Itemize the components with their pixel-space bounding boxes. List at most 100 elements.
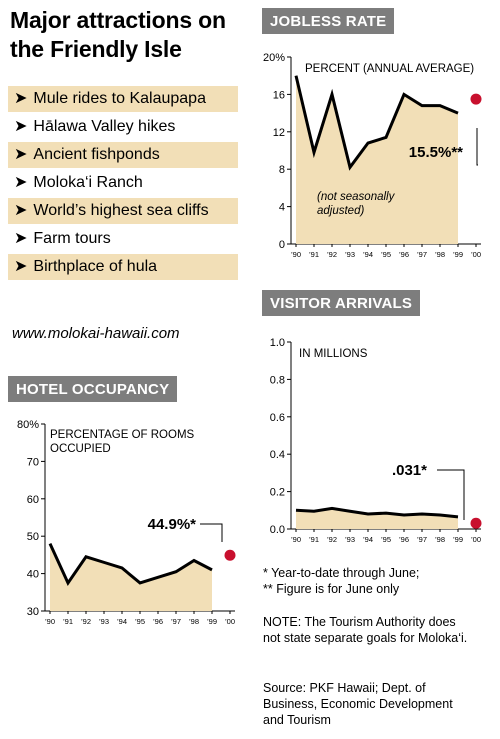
- x-tick-label: ’93: [345, 535, 355, 544]
- x-tick-label: ’99: [453, 250, 463, 259]
- x-tick-label: ’92: [327, 250, 337, 259]
- arrow-icon: ➤: [14, 258, 28, 275]
- arrow-icon: ➤: [14, 118, 28, 135]
- list-item: ➤ Birthplace of hula: [8, 254, 238, 280]
- y-tick-label: 40: [27, 569, 39, 581]
- y-tick-label: 16: [273, 89, 285, 101]
- footnote-2: ** Figure is for June only: [263, 582, 400, 596]
- hotel-section-title: HOTEL OCCUPANCY: [8, 376, 178, 402]
- highlight-label: 15.5%**: [409, 144, 463, 161]
- x-tick-label: ’96: [399, 535, 409, 544]
- x-tick-label: ’92: [81, 617, 91, 626]
- arrow-icon: ➤: [14, 174, 28, 191]
- visitors-section-title: VISITOR ARRIVALS: [262, 290, 421, 316]
- x-tick-label: ’95: [135, 617, 145, 626]
- highlight-leader-line: [476, 128, 478, 166]
- chart-subtitle: PERCENT (ANNUAL AVERAGE): [305, 63, 474, 75]
- y-tick-label: 0.0: [270, 524, 285, 536]
- attraction-label: World’s highest sea cliffs: [33, 202, 209, 219]
- attraction-label: Moloka‘i Ranch: [33, 174, 143, 191]
- arrow-icon: ➤: [14, 146, 28, 163]
- x-tick-label: ’96: [399, 250, 409, 259]
- main-title: Major attractions on the Friendly Isle: [10, 7, 226, 62]
- y-tick-label: 1.0: [270, 337, 285, 349]
- highlight-label: 44.9%*: [148, 516, 197, 533]
- x-tick-label: ’97: [417, 250, 427, 259]
- arrow-icon: ➤: [14, 202, 28, 219]
- x-tick-label: ’00: [471, 250, 481, 259]
- highlight-leader-line: [437, 469, 465, 520]
- x-tick-label: ’91: [309, 535, 319, 544]
- y-tick-label: 4: [279, 202, 285, 214]
- y-tick-label: 0.8: [270, 374, 285, 386]
- x-tick-label: ’95: [381, 535, 391, 544]
- x-tick-label: ’98: [435, 535, 445, 544]
- y-tick-label: 0.6: [270, 412, 285, 424]
- series-line: [48, 543, 213, 586]
- x-tick-label: ’97: [417, 535, 427, 544]
- list-item: ➤ World’s highest sea cliffs: [8, 198, 238, 224]
- y-tick-label: 60: [27, 494, 39, 506]
- x-tick-label: ’90: [45, 617, 55, 626]
- x-tick-label: ’94: [117, 617, 127, 626]
- x-tick-label: ’90: [291, 250, 301, 259]
- jobless-section-title: JOBLESS RATE: [262, 8, 395, 34]
- x-tick-label: ’95: [381, 250, 391, 259]
- x-tick-label: ’92: [327, 535, 337, 544]
- x-tick-label: ’00: [225, 617, 235, 626]
- y-tick-label: 80%: [17, 419, 39, 431]
- y-tick-label: 50: [27, 531, 39, 543]
- x-tick-label: ’94: [363, 250, 373, 259]
- series-line: [295, 506, 459, 519]
- x-tick-label: ’00: [471, 535, 481, 544]
- y-tick-label: 12: [273, 127, 285, 139]
- x-tick-label: ’93: [99, 617, 109, 626]
- x-tick-label: ’90: [291, 535, 301, 544]
- attraction-label: Birthplace of hula: [33, 258, 158, 275]
- attraction-label: Hālawa Valley hikes: [33, 118, 176, 135]
- attraction-label: Farm tours: [33, 230, 111, 247]
- x-tick-label: ’93: [345, 250, 355, 259]
- list-item: ➤ Farm tours: [8, 226, 238, 252]
- footnote-1: * Year-to-date through June;: [263, 566, 420, 580]
- y-tick-label: 0.2: [270, 487, 285, 499]
- note-text: NOTE: The Tourism Authority does not sta…: [263, 615, 468, 645]
- series-area: [296, 508, 458, 529]
- series-line: [294, 75, 459, 171]
- y-tick-label: 70: [27, 456, 39, 468]
- hotel-occupancy-chart: 30 40 50 60 70 80% ’90 ’91 ’92 ’93 ’94 ’95 ’96 ’97 ’98…: [17, 419, 236, 626]
- x-tick-label: ’96: [153, 617, 163, 626]
- list-item: ➤ Moloka‘i Ranch: [8, 170, 238, 196]
- attraction-label: Mule rides to Kalaupapa: [33, 90, 206, 107]
- x-tick-label: ’98: [435, 250, 445, 259]
- y-tick-label: 0.4: [270, 449, 285, 461]
- visitor-arrivals-chart: 0.0 0.2 0.4 0.6 0.8 1.0 ’90 ’91 ’92 ’93 ’94 ’95 ’96 ’…: [270, 337, 482, 544]
- highlight-point: [224, 549, 236, 561]
- x-tick-label: ’98: [189, 617, 199, 626]
- attractions-list: ➤ Mule rides to Kalaupapa ➤ Hālawa Valley …: [8, 86, 238, 282]
- list-item: ➤ Ancient fishponds: [8, 142, 238, 168]
- y-tick-label: 30: [27, 606, 39, 618]
- x-tick-label: ’99: [207, 617, 217, 626]
- chart-annotation: adjusted): [317, 205, 364, 217]
- x-tick-label: ’91: [309, 250, 319, 259]
- y-tick-label: 8: [279, 164, 285, 176]
- highlight-point: [470, 517, 482, 529]
- x-tick-label: ’94: [363, 535, 373, 544]
- jobless-rate-chart: 0 4 8 12 16 20% ’90 ’91 ’92 ’93 ’94 ’95 ’96 ’97 ’98 ’99…: [263, 52, 482, 259]
- website-link[interactable]: www.molokai-hawaii.com: [12, 325, 180, 342]
- source-text: Source: PKF Hawaii; Dept. of Business, E…: [263, 681, 453, 727]
- list-item: ➤ Mule rides to Kalaupapa: [8, 86, 238, 112]
- chart-subtitle: IN MILLIONS: [299, 348, 368, 360]
- attraction-label: Ancient fishponds: [33, 146, 160, 163]
- chart-subtitle: OCCUPIED: [50, 443, 111, 455]
- arrow-icon: ➤: [14, 230, 28, 247]
- highlight-leader-line: [200, 523, 223, 542]
- list-item: ➤ Hālawa Valley hikes: [8, 114, 238, 140]
- highlight-point: [470, 93, 482, 105]
- chart-subtitle: PERCENTAGE OF ROOMS: [50, 429, 195, 441]
- y-tick-label: 20%: [263, 52, 285, 64]
- x-tick-label: ’91: [63, 617, 73, 626]
- y-tick-label: 0: [279, 239, 285, 251]
- arrow-icon: ➤: [14, 90, 28, 107]
